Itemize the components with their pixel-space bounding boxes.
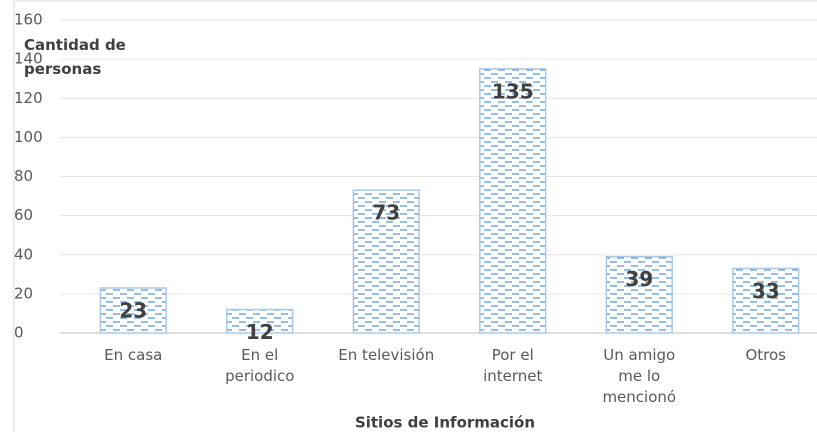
y-tick-label: 40: [14, 245, 33, 263]
data-label: 23: [119, 299, 147, 323]
bar: [352, 189, 420, 334]
data-label: 33: [752, 279, 780, 303]
y-tick-label: 60: [14, 206, 33, 224]
data-label: 73: [372, 201, 400, 225]
data-label: 12: [246, 320, 274, 344]
x-tick-label: Otros: [745, 346, 787, 364]
y-axis-title: Cantidad de personas: [24, 36, 126, 78]
x-tick-label: En televisión: [338, 346, 435, 364]
bar: [226, 308, 294, 334]
bar: [732, 267, 800, 334]
y-tick-label: 120: [14, 89, 43, 107]
bar: [479, 68, 547, 334]
bar: [99, 287, 167, 334]
y-tick-label: 100: [14, 128, 43, 146]
bar: [605, 255, 673, 334]
y-tick-label: 0: [14, 324, 24, 342]
y-tick-label: 140: [14, 50, 43, 68]
x-axis-title: Sitios de Información: [355, 414, 535, 432]
data-label: 135: [492, 79, 534, 103]
y-tick-label: 20: [14, 284, 33, 302]
y-tick-label: 80: [14, 167, 33, 185]
x-tick-label: En casa: [104, 346, 163, 364]
x-tick-label: Por el internet: [483, 346, 543, 385]
data-label: 39: [625, 267, 653, 291]
x-tick-label: Un amigo me lo mencionó: [602, 346, 677, 406]
x-tick-label: En el periodico: [225, 346, 295, 385]
chart-border: [13, 0, 817, 432]
y-tick-label: 160: [14, 11, 43, 29]
